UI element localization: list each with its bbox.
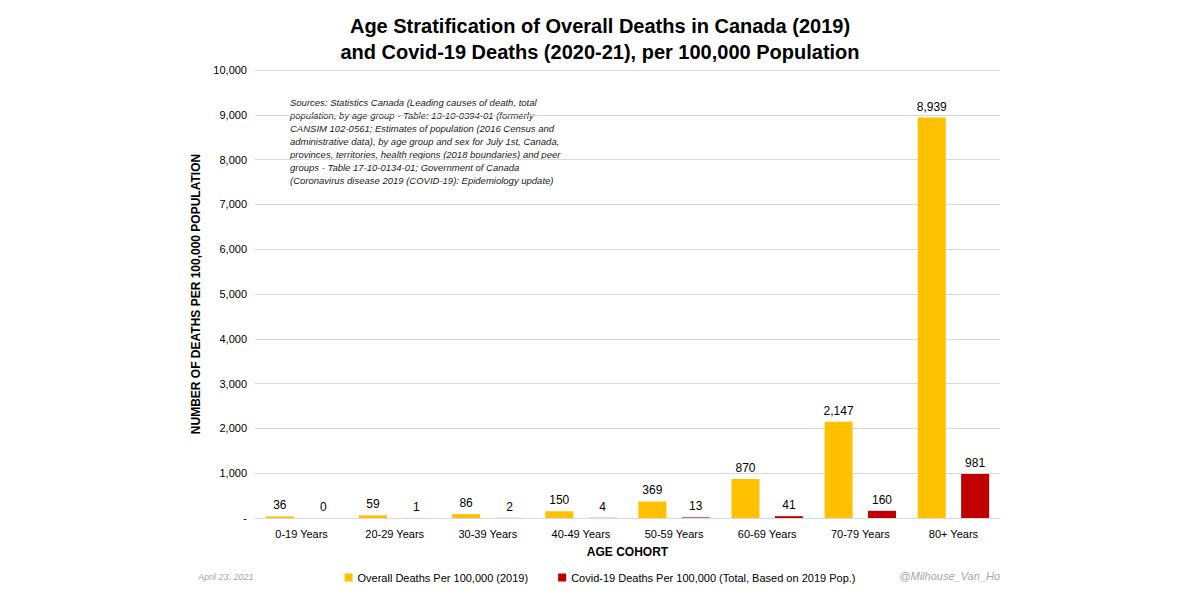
svg-text:AGE COHORT: AGE COHORT (587, 545, 669, 559)
svg-text:41: 41 (782, 498, 796, 512)
svg-text:2: 2 (506, 500, 513, 514)
svg-text:administrative data), by age g: administrative data), by age group and s… (290, 136, 559, 147)
svg-text:369: 369 (642, 483, 662, 497)
svg-text:NUMBER OF DEATHS PER 100,000 P: NUMBER OF DEATHS PER 100,000 POPULATION (189, 154, 203, 434)
svg-text:1: 1 (413, 500, 420, 514)
svg-text:6,000: 6,000 (219, 243, 247, 255)
svg-text:30-39 Years: 30-39 Years (458, 528, 517, 540)
svg-text:CANSIM 102-0561; Estimates of: CANSIM 102-0561; Estimates of population… (290, 123, 555, 134)
svg-text:8,000: 8,000 (219, 154, 247, 166)
svg-text:provinces, territories, health: provinces, territories, health regions (… (289, 149, 561, 160)
svg-text:(Coronavirus disease 2019 (COV: (Coronavirus disease 2019 (COVID-19): Ep… (290, 175, 554, 186)
svg-text:Sources: Statistics Canada (Le: Sources: Statistics Canada (Leading caus… (290, 97, 538, 108)
svg-text:60-69 Years: 60-69 Years (738, 528, 797, 540)
svg-text:9,000: 9,000 (219, 109, 247, 121)
svg-text:2,000: 2,000 (219, 422, 247, 434)
svg-text:Overall Deaths Per 100,000 (20: Overall Deaths Per 100,000 (2019) (358, 572, 529, 584)
svg-text:@Milhouse_Van_Ho: @Milhouse_Van_Ho (899, 570, 1000, 582)
svg-text:981: 981 (965, 456, 985, 470)
svg-text:population, by age group - Tab: population, by age group - Table: 13-10-… (290, 110, 534, 121)
svg-text:groups - Table 17-10-0134-01;: groups - Table 17-10-0134-01; Government… (290, 162, 519, 173)
svg-text:5,000: 5,000 (219, 288, 247, 300)
svg-text:59: 59 (366, 497, 380, 511)
svg-text:8,939: 8,939 (917, 100, 947, 114)
svg-text:Age Stratification of Overall: Age Stratification of Overall Deaths in … (350, 15, 850, 37)
svg-text:70-79 Years: 70-79 Years (831, 528, 890, 540)
svg-text:4,000: 4,000 (219, 333, 247, 345)
svg-text:80+ Years: 80+ Years (929, 528, 979, 540)
svg-text:0-19 Years: 0-19 Years (275, 528, 328, 540)
svg-text:10,000: 10,000 (213, 64, 247, 76)
svg-text:20-29 Years: 20-29 Years (365, 528, 424, 540)
svg-text:0: 0 (320, 500, 327, 514)
svg-text:2,147: 2,147 (824, 404, 854, 418)
svg-text:-: - (243, 512, 247, 524)
svg-text:36: 36 (273, 498, 287, 512)
svg-text:1,000: 1,000 (219, 467, 247, 479)
svg-text:and Covid-19 Deaths (2020-21),: and Covid-19 Deaths (2020-21), per 100,0… (340, 41, 859, 63)
svg-text:April 23, 2021: April 23, 2021 (197, 572, 254, 582)
svg-text:7,000: 7,000 (219, 198, 247, 210)
svg-text:160: 160 (872, 493, 892, 507)
svg-text:870: 870 (735, 461, 755, 475)
svg-text:Covid-19 Deaths Per 100,000 (T: Covid-19 Deaths Per 100,000 (Total, Base… (571, 572, 855, 584)
svg-text:4: 4 (599, 500, 606, 514)
svg-text:13: 13 (689, 499, 703, 513)
svg-text:40-49 Years: 40-49 Years (552, 528, 611, 540)
svg-text:86: 86 (459, 496, 473, 510)
svg-text:3,000: 3,000 (219, 378, 247, 390)
svg-text:50-59 Years: 50-59 Years (645, 528, 704, 540)
svg-text:150: 150 (549, 493, 569, 507)
